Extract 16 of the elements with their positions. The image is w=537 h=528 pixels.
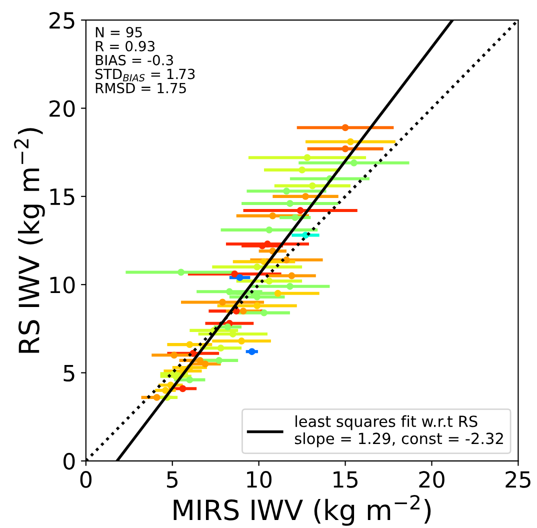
x-tick-label: 0 xyxy=(80,471,92,488)
y-axis-title: RS IWV (kg m$^{−2}$) xyxy=(14,128,45,353)
x-tick-label: 5 xyxy=(167,471,178,488)
x-tick-label: 20 xyxy=(419,471,444,488)
x-tick-label: 10 xyxy=(247,471,272,488)
legend-label: least squares fit w.r.t RS slope = 1.29, const = -2.32 xyxy=(294,415,503,448)
y-tick-label: 15 xyxy=(50,188,74,206)
y-tick-label: 0 xyxy=(64,452,75,470)
y-tick-label: 20 xyxy=(50,100,75,117)
x-tick-label: 15 xyxy=(334,471,358,488)
annotation: N = 95 R = 0.93 BIAS = -0.3 STD$_{BIAS}$ = 1.73 RMSD = 1.75 xyxy=(95,26,195,94)
x-tick-label: 25 xyxy=(506,471,530,488)
y-tick-label: 10 xyxy=(50,276,75,294)
y-tick-label: 5 xyxy=(64,365,74,382)
x-axis-title: MIRS IWV (kg m$^{−2}$) xyxy=(174,494,431,526)
y-tick-label: 25 xyxy=(50,12,74,29)
